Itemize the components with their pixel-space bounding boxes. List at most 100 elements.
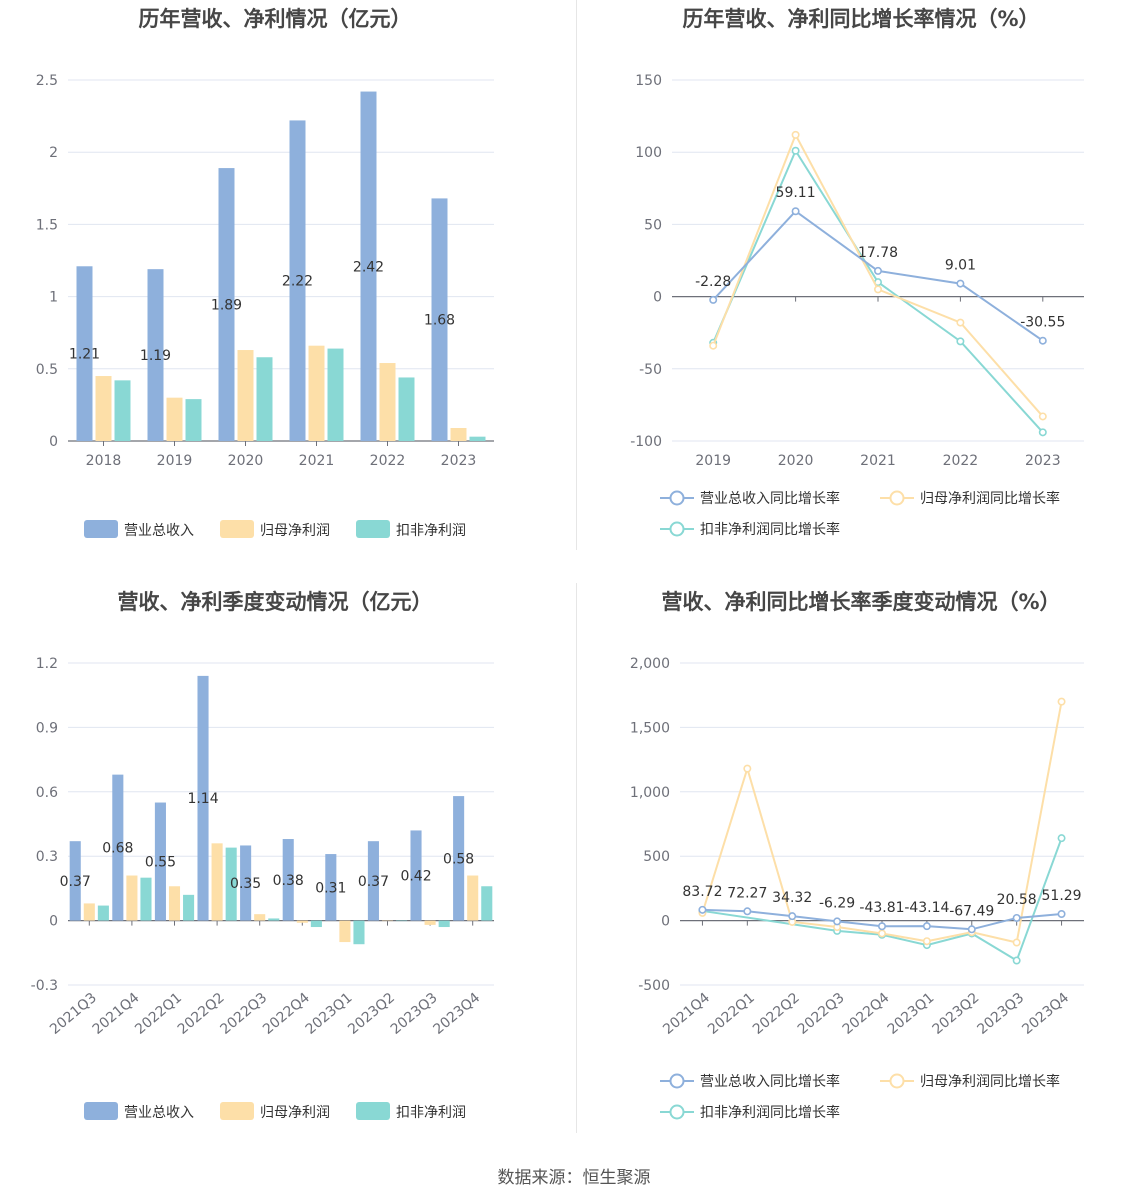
point-revenue xyxy=(1012,913,1021,922)
point-revenue xyxy=(1057,909,1066,918)
x-tick-label: 2019 xyxy=(157,453,193,469)
y-tick-label: 2,000 xyxy=(630,656,670,672)
x-tick-label: 2023Q3 xyxy=(388,990,441,1038)
data-label: 0.58 xyxy=(443,851,474,867)
y-tick-label: -500 xyxy=(638,978,670,994)
bar-revenue xyxy=(69,841,81,921)
x-tick-label: 2023Q4 xyxy=(430,990,483,1038)
data-label: 2.22 xyxy=(282,274,313,290)
line-net-profit xyxy=(712,132,1044,418)
point-net-profit xyxy=(873,285,882,294)
bar-net-profit xyxy=(237,350,254,441)
legend-label: 归母净利润同比增长率 xyxy=(920,1073,1060,1090)
bar-deducted-profit xyxy=(256,357,273,441)
bar-net-profit xyxy=(168,886,181,921)
legend-label: 归母净利润 xyxy=(260,1104,330,1121)
bar-deducted-profit xyxy=(310,920,322,928)
point-revenue xyxy=(873,266,882,275)
y-tick-label: 50 xyxy=(644,217,662,233)
bar-deducted-profit xyxy=(481,886,493,921)
chart-title: 历年营收、净利情况（亿元） xyxy=(139,7,412,31)
bar-net-profit xyxy=(254,914,266,921)
point-net-profit xyxy=(791,130,800,139)
x-tick-label: 2021 xyxy=(860,453,896,469)
bar-deducted-profit xyxy=(97,905,109,921)
chart-title: 营收、净利季度变动情况（亿元） xyxy=(118,590,433,614)
legend-label: 营业总收入 xyxy=(124,1105,194,1121)
point-deducted-profit xyxy=(956,337,965,346)
bar-net-profit xyxy=(467,875,479,921)
y-tick-label: -100 xyxy=(630,434,662,450)
x-tick-label: 2023Q1 xyxy=(885,990,938,1038)
data-label: 0.42 xyxy=(400,869,431,885)
y-tick-label: 0.3 xyxy=(36,849,58,865)
y-tick-label: 150 xyxy=(635,73,662,89)
annual-growth-chart-svg: 历年营收、净利同比增长率情况（%） -100 -50 0 50 100 150 2019 202… xyxy=(630,7,1084,538)
bar-deducted-profit xyxy=(438,920,450,928)
y-tick-label: 0.6 xyxy=(36,785,58,801)
data-label: 9.01 xyxy=(945,258,976,274)
bar-net-profit xyxy=(296,920,308,923)
x-tick-label: 2021Q4 xyxy=(90,990,143,1038)
bar-deducted-profit xyxy=(185,399,202,441)
bar-net-profit xyxy=(95,376,112,441)
point-deducted-profit xyxy=(791,146,800,155)
y-tick-label: -50 xyxy=(639,362,662,378)
panel-divider xyxy=(576,0,577,550)
x-tick-label: 2022Q4 xyxy=(840,990,893,1038)
chart-title: 营收、净利同比增长率季度变动情况（%） xyxy=(661,590,1060,614)
legend-marker-deducted-profit xyxy=(669,1104,685,1120)
bar-deducted-profit xyxy=(225,847,237,921)
data-source-note: 数据来源：恒生聚源 xyxy=(497,1168,651,1188)
data-label: 0.37 xyxy=(358,874,389,890)
data-label: 2.42 xyxy=(353,259,384,275)
legend-label: 扣非净利润同比增长率 xyxy=(700,521,840,538)
y-tick-label: 0 xyxy=(653,290,662,306)
point-deducted-profit xyxy=(1038,428,1047,437)
bar-revenue xyxy=(282,839,294,921)
bar-net-profit xyxy=(450,428,467,441)
y-tick-label: 2.5 xyxy=(36,73,58,89)
bar-revenue xyxy=(112,774,124,921)
point-revenue xyxy=(922,922,931,931)
legend-swatch-net-profit xyxy=(220,1102,254,1120)
legend-swatch-revenue xyxy=(84,520,118,538)
x-tick-label: 2018 xyxy=(86,453,122,469)
data-label: 1.19 xyxy=(140,348,171,364)
bar-deducted-profit xyxy=(398,377,415,441)
legend-marker-deducted-profit xyxy=(669,521,685,537)
data-label: -6.29 xyxy=(819,895,855,911)
bar-net-profit xyxy=(381,920,394,922)
bar-deducted-profit xyxy=(469,436,486,441)
bar-revenue xyxy=(240,845,252,921)
y-tick-label: -0.3 xyxy=(31,978,58,994)
x-tick-label: 2023Q2 xyxy=(345,990,398,1038)
legend-marker-revenue xyxy=(669,1073,685,1089)
data-label: -30.55 xyxy=(1020,315,1065,331)
bar-revenue xyxy=(154,802,166,921)
point-deducted-profit xyxy=(1057,834,1066,843)
data-label: 1.21 xyxy=(69,347,100,363)
point-net-profit xyxy=(709,341,718,350)
x-tick-label: 2022Q1 xyxy=(132,990,185,1038)
bar-revenue xyxy=(147,269,164,441)
x-tick-label: 2022Q2 xyxy=(175,990,228,1038)
bar-net-profit xyxy=(379,363,396,441)
bar-net-profit xyxy=(424,920,436,925)
legend-label: 扣非净利润同比增长率 xyxy=(700,1104,840,1121)
x-tick-label: 2022Q3 xyxy=(217,990,270,1038)
x-tick-label: 2021Q3 xyxy=(47,990,100,1038)
bar-deducted-profit xyxy=(183,894,195,921)
legend-label: 扣非净利润 xyxy=(396,523,466,539)
x-tick-label: 2023 xyxy=(1025,453,1061,469)
data-label: 0.68 xyxy=(102,841,133,857)
legend-label: 营业总收入同比增长率 xyxy=(700,1073,840,1090)
x-tick-label: 2022 xyxy=(370,453,406,469)
point-net-profit xyxy=(1057,697,1066,706)
y-tick-label: 1.5 xyxy=(36,217,58,233)
data-label: -67.49 xyxy=(949,903,994,919)
y-tick-label: 0 xyxy=(49,434,58,450)
legend-marker-net-profit xyxy=(889,490,905,506)
annual-revenue-profit-chart: 历年营收、净利情况（亿元） 0 0.5 1 1.5 2 2.5 2018 2019 2020 202… xyxy=(0,0,574,580)
data-label: 0.38 xyxy=(273,873,304,889)
